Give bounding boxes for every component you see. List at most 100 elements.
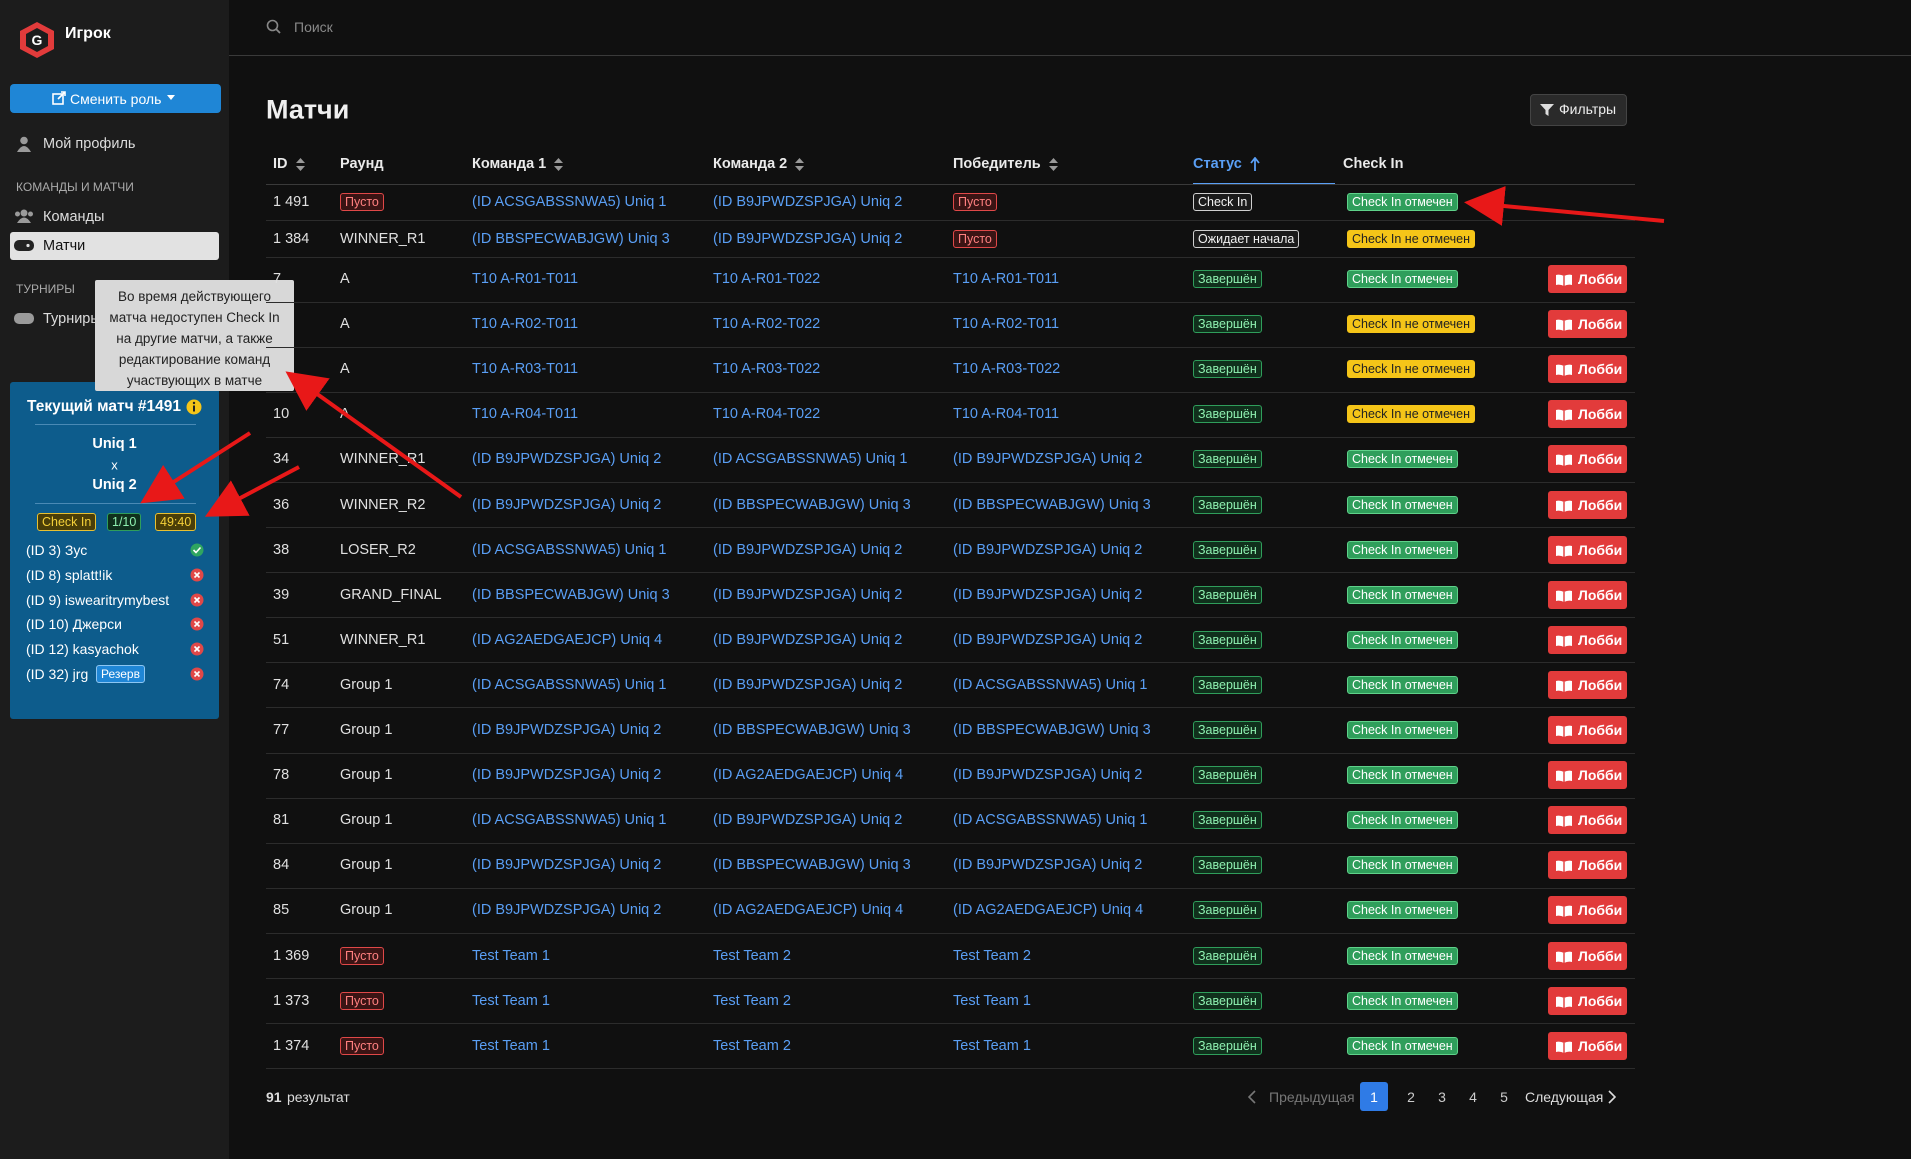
team-link[interactable]: T10 A-R04-T011 bbox=[953, 406, 1060, 423]
team-link[interactable]: (ID AG2AEDGAEJCP) Uniq 4 bbox=[953, 902, 1144, 919]
team-link[interactable]: (ID B9JPWDZSPJGA) Uniq 2 bbox=[953, 857, 1143, 874]
page-number[interactable]: 3 bbox=[1438, 1089, 1446, 1105]
prev-page[interactable]: Предыдущая bbox=[1269, 1089, 1355, 1105]
team-link[interactable]: (ID AG2AEDGAEJCP) Uniq 4 bbox=[472, 631, 663, 648]
role-button-label[interactable]: Сменить роль bbox=[70, 91, 162, 107]
team-link[interactable]: Test Team 2 bbox=[713, 947, 791, 964]
lobby-label[interactable]: Лобби bbox=[1578, 496, 1623, 513]
page-active[interactable] bbox=[1360, 1082, 1388, 1111]
nav-item[interactable]: Команды bbox=[43, 209, 105, 225]
badge: Check In отмечен bbox=[1347, 856, 1458, 875]
team-link[interactable]: (ID BBSPECWABJGW) Uniq 3 bbox=[953, 722, 1151, 738]
team-link[interactable]: (ID BBSPECWABJGW) Uniq 3 bbox=[472, 231, 670, 247]
column-header[interactable]: Команда 1 bbox=[472, 156, 547, 172]
team-link[interactable]: Test Team 1 bbox=[472, 992, 550, 1009]
lobby-label[interactable]: Лобби bbox=[1578, 271, 1623, 287]
team-link[interactable]: (ID B9JPWDZSPJGA) Uniq 2 bbox=[472, 451, 662, 468]
team-link[interactable]: T10 A-R01-T011 bbox=[953, 271, 1060, 287]
team-link[interactable]: (ID B9JPWDZSPJGA) Uniq 2 bbox=[713, 812, 903, 829]
team-link[interactable]: Test Team 1 bbox=[953, 992, 1031, 1009]
lobby-label[interactable]: Лобби bbox=[1578, 1037, 1623, 1054]
lobby-label[interactable]: Лобби bbox=[1578, 631, 1623, 648]
team-link[interactable]: (ID B9JPWDZSPJGA) Uniq 2 bbox=[953, 541, 1143, 558]
team-link[interactable]: (ID BBSPECWABJGW) Uniq 3 bbox=[713, 857, 911, 874]
search-input[interactable]: Поиск bbox=[294, 19, 333, 35]
page-number[interactable]: 4 bbox=[1469, 1089, 1477, 1105]
column-header[interactable]: Команда 2 bbox=[713, 156, 788, 172]
team-link[interactable]: (ID ACSGABSSNWA5) Uniq 1 bbox=[953, 812, 1148, 829]
team-link[interactable]: T10 A-R02-T011 bbox=[472, 316, 579, 333]
team-link[interactable]: (ID B9JPWDZSPJGA) Uniq 2 bbox=[472, 722, 662, 738]
lobby-label[interactable]: Лобби bbox=[1578, 316, 1623, 333]
team-link[interactable]: T10 A-R01-T011 bbox=[472, 271, 579, 287]
team-link[interactable]: (ID ACSGABSSNWA5) Uniq 1 bbox=[953, 676, 1148, 693]
role-button[interactable] bbox=[10, 84, 221, 113]
page-number[interactable]: 5 bbox=[1500, 1089, 1508, 1105]
page-number[interactable]: 2 bbox=[1407, 1089, 1415, 1105]
page-number[interactable]: 1 bbox=[1370, 1089, 1378, 1105]
team-link[interactable]: (ID ACSGABSSNWA5) Uniq 1 bbox=[713, 451, 908, 468]
column-header[interactable]: Раунд bbox=[340, 156, 384, 172]
team-link[interactable]: Test Team 1 bbox=[472, 1037, 550, 1054]
team-link[interactable]: (ID B9JPWDZSPJGA) Uniq 2 bbox=[713, 541, 903, 558]
info-icon[interactable] bbox=[186, 399, 202, 415]
lobby-label[interactable]: Лобби bbox=[1578, 767, 1623, 784]
lobby-label[interactable]: Лобби bbox=[1578, 541, 1623, 558]
team-link[interactable]: (ID BBSPECWABJGW) Uniq 3 bbox=[713, 722, 911, 738]
team-link[interactable]: (ID B9JPWDZSPJGA) Uniq 2 bbox=[713, 194, 903, 210]
nav-item[interactable]: Турниры bbox=[43, 311, 101, 327]
team-link[interactable]: (ID B9JPWDZSPJGA) Uniq 2 bbox=[713, 676, 903, 693]
team-link[interactable]: T10 A-R02-T022 bbox=[713, 316, 821, 333]
lobby-label[interactable]: Лобби bbox=[1578, 812, 1623, 829]
lobby-label[interactable]: Лобби bbox=[1578, 586, 1623, 603]
team-link[interactable]: (ID ACSGABSSNWA5) Uniq 1 bbox=[472, 676, 667, 693]
team-link[interactable]: (ID B9JPWDZSPJGA) Uniq 2 bbox=[953, 451, 1143, 468]
team-link[interactable]: (ID B9JPWDZSPJGA) Uniq 2 bbox=[713, 631, 903, 648]
filters-label[interactable]: Фильтры bbox=[1559, 101, 1617, 117]
lobby-label[interactable]: Лобби bbox=[1578, 947, 1623, 964]
lobby-label[interactable]: Лобби bbox=[1578, 857, 1623, 874]
team-link[interactable]: (ID B9JPWDZSPJGA) Uniq 2 bbox=[713, 231, 903, 247]
column-header[interactable]: Победитель bbox=[953, 156, 1041, 172]
nav-item[interactable]: Матчи bbox=[43, 238, 86, 254]
lobby-label[interactable]: Лобби bbox=[1578, 451, 1623, 468]
team-link[interactable]: (ID ACSGABSSNWA5) Uniq 1 bbox=[472, 812, 667, 829]
team-link[interactable]: (ID B9JPWDZSPJGA) Uniq 2 bbox=[472, 767, 662, 784]
lobby-label[interactable]: Лобби bbox=[1578, 361, 1623, 378]
team-link[interactable]: (ID ACSGABSSNWA5) Uniq 1 bbox=[472, 194, 667, 210]
next-page[interactable]: Следующая bbox=[1525, 1089, 1604, 1105]
column-header[interactable]: Статус bbox=[1193, 156, 1242, 172]
team-link[interactable]: Test Team 1 bbox=[953, 1037, 1031, 1054]
team-link[interactable]: Test Team 2 bbox=[713, 1037, 791, 1054]
team-link[interactable]: (ID BBSPECWABJGW) Uniq 3 bbox=[713, 496, 911, 513]
team-link[interactable]: T10 A-R02-T011 bbox=[953, 316, 1060, 333]
team-link[interactable]: Test Team 1 bbox=[472, 947, 550, 964]
team-link[interactable]: Test Team 2 bbox=[953, 947, 1031, 964]
team-link[interactable]: (ID B9JPWDZSPJGA) Uniq 2 bbox=[953, 631, 1143, 648]
column-header[interactable]: ID bbox=[273, 156, 288, 172]
team-link[interactable]: T10 A-R03-T022 bbox=[713, 361, 821, 378]
lobby-label[interactable]: Лобби bbox=[1578, 676, 1623, 693]
lobby-label[interactable]: Лобби bbox=[1578, 992, 1623, 1009]
team-link[interactable]: (ID B9JPWDZSPJGA) Uniq 2 bbox=[472, 902, 662, 919]
team-link[interactable]: T10 A-R03-T011 bbox=[472, 361, 579, 378]
team-link[interactable]: (ID B9JPWDZSPJGA) Uniq 2 bbox=[953, 767, 1143, 784]
team-link[interactable]: (ID AG2AEDGAEJCP) Uniq 4 bbox=[713, 902, 904, 919]
team-link[interactable]: (ID BBSPECWABJGW) Uniq 3 bbox=[953, 496, 1151, 513]
team-link[interactable]: T10 A-R01-T022 bbox=[713, 271, 821, 287]
team-link[interactable]: (ID AG2AEDGAEJCP) Uniq 4 bbox=[713, 767, 904, 784]
lobby-label[interactable]: Лобби bbox=[1578, 902, 1623, 919]
team-link[interactable]: (ID ACSGABSSNWA5) Uniq 1 bbox=[472, 541, 667, 558]
lobby-label[interactable]: Лобби bbox=[1578, 722, 1623, 738]
team-link[interactable]: (ID BBSPECWABJGW) Uniq 3 bbox=[472, 586, 670, 603]
team-link[interactable]: (ID B9JPWDZSPJGA) Uniq 2 bbox=[713, 586, 903, 603]
team-link[interactable]: T10 A-R04-T011 bbox=[472, 406, 579, 423]
team-link[interactable]: T10 A-R03-T022 bbox=[953, 361, 1061, 378]
lobby-label[interactable]: Лобби bbox=[1578, 406, 1623, 423]
team-link[interactable]: Test Team 2 bbox=[713, 992, 791, 1009]
team-link[interactable]: (ID B9JPWDZSPJGA) Uniq 2 bbox=[953, 586, 1143, 603]
team-link[interactable]: T10 A-R04-T022 bbox=[713, 406, 821, 423]
team-link[interactable]: (ID B9JPWDZSPJGA) Uniq 2 bbox=[472, 496, 662, 513]
team-link[interactable]: (ID B9JPWDZSPJGA) Uniq 2 bbox=[472, 857, 662, 874]
nav-item[interactable]: Мой профиль bbox=[43, 136, 136, 152]
